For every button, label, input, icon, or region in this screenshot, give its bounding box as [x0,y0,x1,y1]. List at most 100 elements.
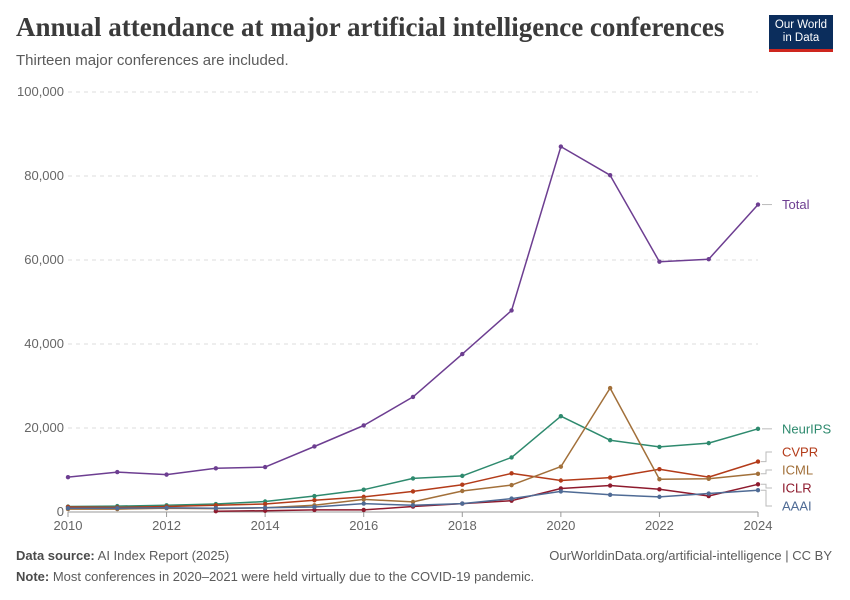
chart-subtitle: Thirteen major conferences are included. [16,52,289,69]
series-aaai [65,487,761,511]
data-point-aaai [312,504,317,510]
data-point-aaai [361,501,366,506]
data-point-icml [509,482,514,488]
data-point-icml [657,477,662,482]
series-label-neurips: NeurIPS [782,421,831,436]
data-point-icml [706,476,711,482]
series-label-icml: ICML [782,463,813,478]
data-point-neurips [460,473,465,479]
data-point-aaai [607,492,613,497]
y-tick-label: 20,000 [24,420,64,435]
y-tick-label: 0 [57,504,64,519]
data-point-total [312,444,317,449]
data-point-aaai [65,506,71,511]
data-point-iclr [657,487,662,492]
data-point-aaai [115,506,120,511]
data-point-neurips [509,455,514,460]
x-tick-label: 2022 [645,518,674,533]
data-point-neurips [558,414,564,419]
series-label-iclr: ICLR [782,481,812,496]
data-point-cvpr [558,478,564,483]
data-point-icml [755,471,761,476]
label-connector-cvpr [761,451,772,463]
data-point-total [65,474,71,480]
data-point-icml [607,385,613,391]
x-tick-label: 2018 [448,518,477,533]
data-point-total [706,256,711,262]
x-tick-label: 2024 [744,518,773,533]
data-point-cvpr [509,471,514,476]
label-connector-aaai [761,489,772,507]
label-connector-iclr [761,483,772,489]
series-label-cvpr: CVPR [782,445,818,460]
data-point-total [115,469,120,475]
data-point-total [657,259,662,264]
data-point-iclr [361,507,366,513]
data-point-neurips [607,437,613,443]
series-iclr [213,482,761,514]
data-point-cvpr [410,489,416,494]
data-point-icml [361,497,366,502]
data-point-total [755,202,761,207]
x-tick-label: 2012 [152,518,181,533]
url-license[interactable]: OurWorldinData.org/artificial-intelligen… [549,548,832,563]
chart-note: Note: Most conferences in 2020–2021 were… [16,569,534,584]
data-point-total [213,466,219,471]
data-point-cvpr [312,498,317,503]
data-point-aaai [213,506,219,511]
data-point-total [509,308,514,313]
data-point-total [410,394,416,400]
y-tick-label: 100,000 [17,84,64,99]
data-point-aaai [410,503,416,508]
x-tick-label: 2010 [54,518,83,533]
data-point-neurips [755,426,761,432]
x-tick-label: 2020 [546,518,575,533]
series-label-total: Total [782,197,810,212]
series-label-aaai: AAAI [782,499,812,514]
data-point-aaai [262,505,268,510]
x-tick-label: 2016 [349,518,378,533]
x-tick-label: 2014 [251,518,280,533]
data-point-cvpr [607,475,613,480]
data-point-total [164,472,169,477]
data-source-link[interactable]: AI Index Report (2025) [97,548,230,563]
logo-line-2: in Data [782,32,820,44]
data-point-total [262,464,268,470]
data-point-icml [460,488,465,494]
data-point-icml [410,499,416,505]
chart-title: Annual attendance at major artificial in… [16,12,725,42]
data-point-neurips [657,444,662,450]
series-line-iclr [215,483,759,512]
data-point-aaai [558,489,564,494]
y-tick-label: 80,000 [24,168,64,183]
data-point-neurips [706,440,711,446]
data-point-iclr [755,482,761,487]
data-point-total [558,144,564,149]
data-point-neurips [410,476,416,481]
data-point-aaai [509,496,514,501]
data-point-total [361,423,366,428]
data-point-cvpr [460,482,465,487]
data-point-total [460,351,465,357]
data-point-aaai [460,501,465,506]
data-point-aaai [164,505,169,510]
data-point-neurips [312,493,317,499]
series-total [65,144,761,480]
logo-line-1: Our World [774,19,828,31]
data-point-icml [558,464,564,469]
data-point-aaai [706,491,711,496]
data-point-aaai [755,487,761,493]
y-tick-label: 40,000 [24,336,64,351]
label-connector-icml [761,469,772,475]
data-source: Data source: AI Index Report (2025) [16,548,229,563]
data-point-cvpr [657,466,662,472]
data-point-cvpr [262,501,268,507]
owid-logo[interactable]: Our World in Data [769,15,833,52]
y-tick-label: 60,000 [24,252,64,267]
note-label: Note: [16,569,50,584]
note-text: Most conferences in 2020–2021 were held … [52,569,535,584]
data-point-total [607,172,613,178]
data-point-cvpr [755,459,761,464]
data-source-label: Data source: [16,548,95,563]
